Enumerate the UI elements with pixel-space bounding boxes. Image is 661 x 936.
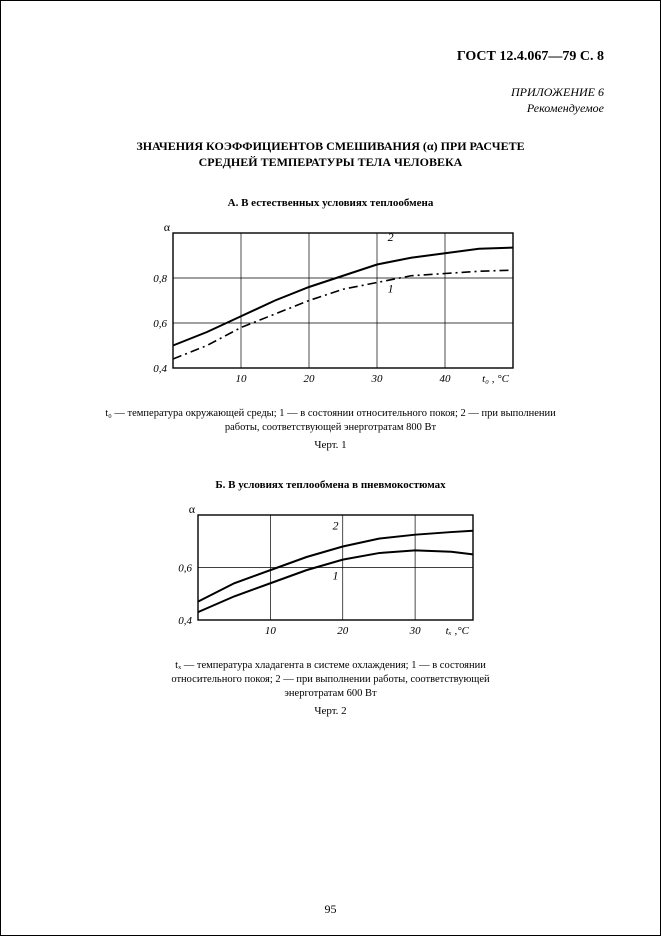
svg-text:0,8: 0,8 [153,273,167,285]
chart-b-subtitle: Б. В условиях теплообмена в пневмокостюм… [57,479,604,491]
chart-a: 10 20 30 40 0,4 0,6 0,8 α t₀ , °C 1 2 [57,219,604,399]
title-line1: ЗНАЧЕНИЯ КОЭФФИЦИЕНТОВ СМЕШИВАНИЯ (α) ПР… [57,138,604,154]
svg-text:0,4: 0,4 [178,615,192,627]
chart-a-caption: t₀ — температура окружающей среды; 1 — в… [96,407,566,435]
title-line2: СРЕДНЕЙ ТЕМПЕРАТУРЫ ТЕЛА ЧЕЛОВЕКА [57,154,604,170]
chart-b: 10 20 30 0,4 0,6 α tₓ ,°C 1 2 [57,501,604,651]
svg-text:0,6: 0,6 [178,562,192,574]
appendix-line1: ПРИЛОЖЕНИЕ 6 [57,85,604,101]
chart-b-fig-label: Черт. 2 [57,705,604,717]
svg-text:0,6: 0,6 [153,318,167,330]
svg-text:40: 40 [439,373,451,385]
svg-text:2: 2 [387,229,393,243]
page: ГОСТ 12.4.067—79 С. 8 ПРИЛОЖЕНИЕ 6 Реком… [0,0,661,936]
main-title: ЗНАЧЕНИЯ КОЭФФИЦИЕНТОВ СМЕШИВАНИЯ (α) ПР… [57,138,604,170]
chart-a-fig-label: Черт. 1 [57,439,604,451]
svg-text:20: 20 [303,373,315,385]
doc-reference: ГОСТ 12.4.067—79 С. 8 [57,49,604,65]
appendix-block: ПРИЛОЖЕНИЕ 6 Рекомендуемое [57,85,604,116]
svg-text:1: 1 [332,568,338,582]
svg-text:10: 10 [235,373,247,385]
svg-text:α: α [163,220,170,234]
chart-b-caption: tₓ — температура хладагента в системе ох… [146,659,516,702]
chart-b-svg: 10 20 30 0,4 0,6 α tₓ ,°C 1 2 [156,501,506,646]
svg-text:20: 20 [337,625,349,637]
svg-text:2: 2 [332,518,338,532]
svg-text:tₓ ,°C: tₓ ,°C [445,625,469,637]
svg-text:1: 1 [387,281,393,295]
svg-text:α: α [188,502,195,516]
svg-text:t₀ , °C: t₀ , °C [482,373,510,385]
appendix-line2: Рекомендуемое [57,101,604,117]
svg-text:30: 30 [408,625,421,637]
svg-text:30: 30 [370,373,383,385]
svg-text:10: 10 [264,625,276,637]
page-number: 95 [1,902,660,917]
svg-text:0,4: 0,4 [153,363,167,375]
chart-a-svg: 10 20 30 40 0,4 0,6 0,8 α t₀ , °C 1 2 [131,219,531,394]
chart-a-subtitle: А. В естественных условиях теплообмена [57,197,604,209]
